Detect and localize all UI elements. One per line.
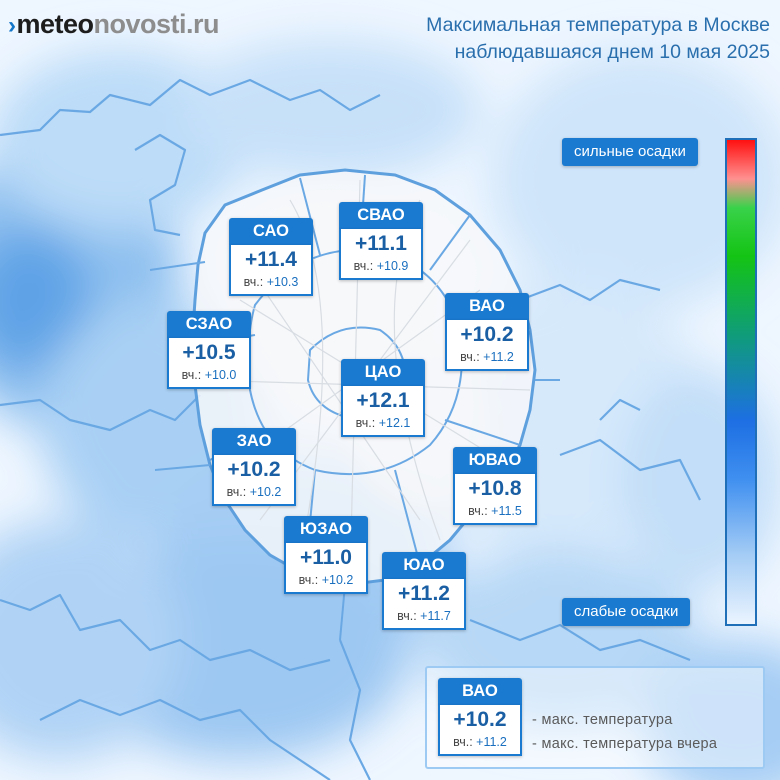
yesterday-label: вч.: — [460, 350, 480, 364]
district-name: ВАО — [438, 678, 522, 705]
district-card-yuzao: ЮЗАО +11.0 вч.: +10.2 — [284, 516, 368, 594]
logo-text-meteo: meteo — [16, 9, 95, 39]
yesterday-label: вч.: — [298, 573, 319, 587]
district-yesterday: вч.: +10.2 — [286, 573, 366, 588]
district-card-cao: ЦАО +12.1 вч.: +12.1 — [341, 359, 425, 437]
logo-chevron-icon: › — [8, 12, 16, 39]
page-title: Максимальная температура в Москве наблюд… — [330, 12, 770, 66]
region-boundaries — [0, 78, 701, 780]
yesterday-value: +10.0 — [204, 368, 237, 382]
district-temp: +12.1 — [356, 389, 410, 412]
district-body: +12.1 вч.: +12.1 — [341, 386, 425, 437]
legend-key-box: ВАО +10.2 вч.: +11.2 - макс. температура… — [425, 666, 765, 769]
yesterday-value: +11.2 — [483, 350, 514, 364]
district-name: ЦАО — [341, 359, 425, 386]
legend-strong-label: сильные осадки — [562, 138, 698, 166]
district-yesterday: вч.: +11.7 — [384, 609, 464, 624]
district-name: ЮАО — [382, 552, 466, 579]
district-body: +10.8 вч.: +11.5 — [453, 474, 537, 525]
precipitation-color-scale — [725, 138, 757, 626]
district-body: +10.2 вч.: +11.2 — [445, 320, 529, 371]
district-name: СВАО — [339, 202, 423, 229]
district-temp: +10.2 — [460, 323, 514, 346]
district-name: СЗАО — [167, 311, 251, 338]
logo-text-novosti: novosti.ru — [93, 9, 220, 39]
district-body: +11.1 вч.: +10.9 — [339, 229, 423, 280]
key-temp-description: - макс. температура — [532, 712, 673, 728]
district-body: +11.0 вч.: +10.2 — [284, 543, 368, 594]
district-yesterday: вч.: +11.5 — [455, 504, 535, 519]
legend-weak-label: слабые осадки — [562, 598, 691, 626]
district-yesterday: вч.: +11.2 — [440, 735, 520, 750]
district-card-sao: САО +11.4 вч.: +10.3 — [229, 218, 313, 296]
yesterday-label: вч.: — [397, 609, 417, 623]
district-temp: +11.4 — [245, 248, 297, 271]
yesterday-value: +12.1 — [378, 416, 411, 430]
district-card-svao: СВАО +11.1 вч.: +10.9 — [339, 202, 423, 280]
yesterday-value: +11.7 — [420, 609, 451, 623]
yesterday-label: вч.: — [468, 504, 488, 518]
yesterday-label: вч.: — [355, 416, 376, 430]
district-temp: +10.8 — [468, 477, 522, 500]
yesterday-value: +10.2 — [249, 485, 282, 499]
district-yesterday: вч.: +10.2 — [214, 485, 294, 500]
district-temp: +10.2 — [453, 708, 507, 731]
yesterday-value: +10.3 — [266, 275, 299, 289]
yesterday-label: вч.: — [353, 259, 374, 273]
district-card-yuao: ЮАО +11.2 вч.: +11.7 — [382, 552, 466, 630]
district-card-zao: ЗАО +10.2 вч.: +10.2 — [212, 428, 296, 506]
yesterday-label: вч.: — [453, 735, 473, 749]
district-yesterday: вч.: +10.0 — [169, 368, 249, 383]
district-name: ЮВАО — [453, 447, 537, 474]
key-yesterday-description: - макс. температура вчера — [532, 736, 718, 752]
district-name: ВАО — [445, 293, 529, 320]
district-name: ЮЗАО — [284, 516, 368, 543]
yesterday-label: вч.: — [243, 275, 264, 289]
district-temp: +11.0 — [300, 546, 352, 569]
district-body: +10.5 вч.: +10.0 — [167, 338, 251, 389]
district-name: ЗАО — [212, 428, 296, 455]
district-temp: +10.5 — [182, 341, 236, 364]
district-temp: +11.1 — [355, 232, 407, 255]
key-example-card: ВАО +10.2 вч.: +11.2 — [438, 678, 522, 756]
yesterday-label: вч.: — [181, 368, 202, 382]
district-name: САО — [229, 218, 313, 245]
yesterday-value: +10.9 — [376, 259, 409, 273]
district-body: +10.2 вч.: +10.2 — [212, 455, 296, 506]
title-line-2: наблюдавшаяся днем 10 мая 2025 — [454, 41, 770, 63]
yesterday-value: +10.2 — [321, 573, 354, 587]
district-temp: +10.2 — [227, 458, 281, 481]
district-yesterday: вч.: +10.9 — [341, 259, 421, 274]
site-logo[interactable]: ›meteonovosti.ru — [8, 8, 220, 42]
yesterday-value: +11.2 — [476, 735, 507, 749]
yesterday-label: вч.: — [226, 485, 247, 499]
district-body: +11.4 вч.: +10.3 — [229, 245, 313, 296]
district-body: +10.2 вч.: +11.2 — [438, 705, 522, 756]
district-card-yuvao: ЮВАО +10.8 вч.: +11.5 — [453, 447, 537, 525]
district-card-vao: ВАО +10.2 вч.: +11.2 — [445, 293, 529, 371]
district-body: +11.2 вч.: +11.7 — [382, 579, 466, 630]
district-card-szao: СЗАО +10.5 вч.: +10.0 — [167, 311, 251, 389]
title-line-1: Максимальная температура в Москве — [426, 14, 770, 36]
district-yesterday: вч.: +11.2 — [447, 350, 527, 365]
district-temp: +11.2 — [398, 582, 450, 605]
district-yesterday: вч.: +10.3 — [231, 275, 311, 290]
district-yesterday: вч.: +12.1 — [343, 416, 423, 431]
yesterday-value: +11.5 — [491, 504, 522, 518]
